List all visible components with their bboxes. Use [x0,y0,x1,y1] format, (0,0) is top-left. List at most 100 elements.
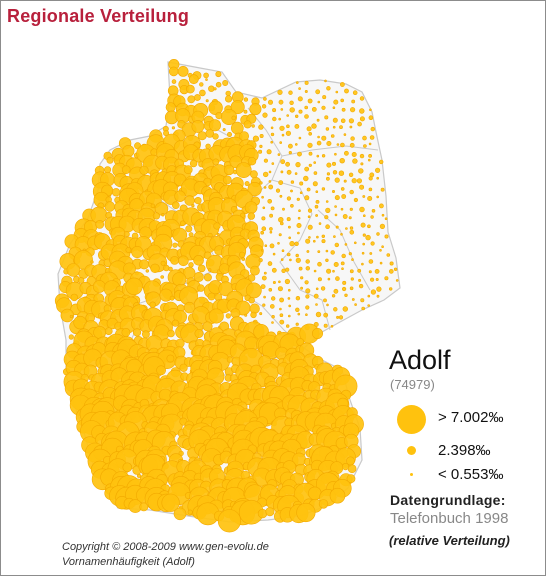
bubble-143 [308,132,313,136]
bubble-78 [369,108,372,112]
bubble-573 [386,253,391,257]
bubble-229 [285,161,290,167]
bubble-815 [244,313,248,317]
bubble-302 [368,176,373,181]
bubble-324 [275,188,281,193]
bubble-346 [184,195,195,206]
bubble-897 [175,338,185,348]
bubble-641 [332,269,335,273]
bubble-695 [125,277,143,295]
bubble-597 [267,261,273,266]
bubble-1434 [318,499,329,509]
bubble-514 [172,242,178,248]
bubble-225 [247,157,257,166]
bubble-266 [332,170,338,175]
bubble-174 [336,143,340,146]
bubble-788 [315,303,318,306]
bubble-422 [286,217,291,222]
bubble-208 [368,153,373,158]
bubble-749 [287,297,291,300]
bubble-723 [389,287,393,291]
bubble-142 [298,136,302,140]
bubble-560 [272,252,276,256]
bubble-221 [212,158,220,166]
bubble-533 [344,243,348,246]
bubble-856 [330,324,334,328]
bubble-712 [287,288,291,292]
bubble-1417 [161,493,180,512]
bubble-150 [369,135,375,140]
page-title: Regionale Verteilung [7,6,190,26]
bubble-674 [284,278,291,285]
legend-level-large: > 7.002‰ [438,409,504,426]
bubble-125 [370,126,375,132]
bubble-861 [104,327,113,335]
bubble-124 [357,121,362,127]
bubble-33 [352,90,358,95]
bubble-849 [271,321,274,324]
bubble-173 [326,141,332,147]
bubble-480 [188,232,194,238]
bubble-756 [351,298,355,301]
bubble-254 [223,164,235,176]
bubble-672 [272,280,276,284]
bubble-261 [286,169,292,175]
bubble-427 [334,213,338,217]
bubble-90 [272,116,277,122]
bubble-702 [197,284,205,292]
bubble-407 [152,212,160,220]
bubble-544 [125,247,132,253]
bubble-431 [370,215,374,219]
bubble-820 [287,314,291,318]
bubble-369 [104,201,116,212]
bubble-26 [288,90,293,95]
bubble-494 [316,235,319,239]
bubble-492 [297,231,300,235]
bubble-121 [332,125,336,129]
bubble-685 [384,276,389,281]
bubble-123 [349,125,353,129]
bubble-21 [199,89,206,97]
bubble-76 [350,107,356,113]
bubble-671 [261,275,267,281]
bubble-385 [244,201,258,214]
bubble-569 [348,252,352,256]
bubble-530 [312,239,316,243]
bubble-91 [278,117,282,121]
bubble-63 [230,100,245,115]
bubble-791 [342,306,348,312]
bubble-134 [227,132,233,138]
bubble-264 [313,171,318,175]
bubble-681 [350,277,354,281]
bubble-231 [308,163,312,167]
bubble-265 [326,172,331,176]
bubble-633 [263,271,267,275]
bubble-11 [205,78,208,81]
bubble-205 [343,150,349,156]
bubble-752 [313,293,319,299]
bubble-396 [349,207,353,211]
bubble-131 [197,131,207,141]
bubble-455 [269,227,273,231]
bubble-462 [335,225,339,229]
bubble-796 [69,314,73,319]
bubble-366 [367,196,373,202]
bubble-709 [260,284,266,289]
bubble-676 [304,280,309,285]
bubble-365 [362,195,366,198]
bubble-291 [268,180,272,183]
bubble-498 [349,230,355,235]
bubble-137 [252,135,259,142]
bubble-66 [261,104,267,109]
bubble-112 [251,124,255,128]
bubble-40 [225,95,233,103]
bubble-602 [317,261,322,267]
bubble-561 [281,249,285,252]
bubble-69 [289,107,295,113]
bubble-746 [263,295,266,299]
bubble-632 [249,265,260,276]
bubble-166 [259,144,263,148]
bubble-199 [288,151,292,155]
bubble-268 [348,172,354,178]
source-note: (relative Verteilung) [389,533,510,548]
